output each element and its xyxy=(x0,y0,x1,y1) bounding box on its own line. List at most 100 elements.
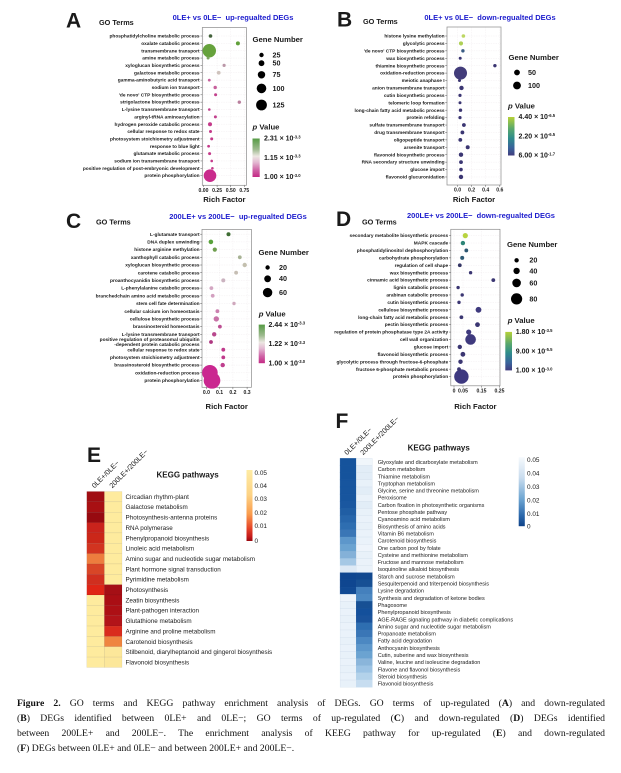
svg-text:Circadian rhythm-plant: Circadian rhythm-plant xyxy=(126,494,190,501)
svg-text:KEGG pathways: KEGG pathways xyxy=(157,471,220,480)
svg-text:0.05: 0.05 xyxy=(527,457,540,464)
svg-text:thiamine biosynthetic process: thiamine biosynthetic process xyxy=(376,63,445,69)
svg-text:-dependent protein catabolic p: -dependent protein catabolic process xyxy=(114,342,200,348)
svg-text:25: 25 xyxy=(273,50,281,59)
svg-text:Isoquinoline alkaloid biosynth: Isoquinoline alkaloid biosynthesis xyxy=(378,567,460,573)
svg-text:Carbon metabolism: Carbon metabolism xyxy=(378,467,426,473)
svg-text:anion transmembrane transport: anion transmembrane transport xyxy=(372,86,445,92)
svg-text:50: 50 xyxy=(273,59,281,68)
svg-text:Rich Factor: Rich Factor xyxy=(454,402,496,411)
svg-text:Pentose phosphate pathway: Pentose phosphate pathway xyxy=(378,510,448,516)
svg-text:Cyanoamino acid metabolism: Cyanoamino acid metabolism xyxy=(378,517,451,523)
svg-text:1.80 × 10-3.5: 1.80 × 10-3.5 xyxy=(516,328,553,336)
svg-text:carbohydrate phosphorylation: carbohydrate phosphorylation xyxy=(379,256,448,262)
svg-text:strigolactone biosynthetic pro: strigolactone biosynthetic process xyxy=(120,100,200,106)
svg-text:0.02: 0.02 xyxy=(255,510,268,517)
svg-text:'de novo' CTP biosynthetic pro: 'de novo' CTP biosynthetic process xyxy=(364,48,445,54)
svg-text:pectin biosynthetic process: pectin biosynthetic process xyxy=(385,322,449,328)
svg-text:0.75: 0.75 xyxy=(239,188,249,194)
svg-text:galactose metabolic process: galactose metabolic process xyxy=(134,70,200,76)
svg-text:sodium ion transmembrane trans: sodium ion transmembrane transport xyxy=(114,159,200,165)
svg-text:Phenylpropanoid biosynthesis: Phenylpropanoid biosynthesis xyxy=(126,535,210,542)
svg-text:Gene Number: Gene Number xyxy=(253,35,303,44)
svg-text:Pyrimidine metabolism: Pyrimidine metabolism xyxy=(126,577,189,584)
svg-text:histone lysine methylation: histone lysine methylation xyxy=(384,34,444,40)
svg-text:Plant hormone signal transduct: Plant hormone signal transduction xyxy=(126,566,222,573)
svg-text:Thiamine metabolism: Thiamine metabolism xyxy=(378,474,431,480)
svg-text:125: 125 xyxy=(273,100,285,109)
svg-text:sodium ion transport: sodium ion transport xyxy=(152,85,200,91)
svg-text:photosystem stoichiometry adju: photosystem stoichiometry adjustment xyxy=(110,137,200,143)
svg-text:p Value: p Value xyxy=(258,310,287,319)
svg-text:Flavone and flavonol biosynthe: Flavone and flavonol biosynthesis xyxy=(378,667,461,673)
svg-text:A: A xyxy=(66,10,81,33)
svg-text:cinnamic acid biosynthetic pro: cinnamic acid biosynthetic process xyxy=(367,278,448,284)
svg-text:regulation of protein phosphat: regulation of protein phosphatase type 2… xyxy=(334,330,448,336)
svg-text:40: 40 xyxy=(279,274,287,283)
svg-text:positive regulation of proteas: positive regulation of proteasomal ubiqu… xyxy=(100,337,200,343)
svg-text:protein refolding: protein refolding xyxy=(406,115,444,121)
svg-text:proanthocyanidin biosynthetic: proanthocyanidin biosynthetic process xyxy=(110,278,200,284)
svg-text:0.50: 0.50 xyxy=(226,188,236,194)
svg-text:p Value: p Value xyxy=(252,123,281,132)
svg-text:Glyoxylate and dicarboxylate m: Glyoxylate and dicarboxylate metabolism xyxy=(378,460,478,466)
svg-text:xyloglucan biosynthetic proces: xyloglucan biosynthetic process xyxy=(125,63,200,69)
svg-text:arsenite transport: arsenite transport xyxy=(404,145,445,151)
svg-text:DNA duplex unwinding: DNA duplex unwinding xyxy=(147,240,199,246)
svg-text:drug transmembrane transport: drug transmembrane transport xyxy=(374,130,445,136)
svg-text:1.00 × 10-3.0: 1.00 × 10-3.0 xyxy=(516,366,553,374)
svg-text:wax biosynthetic process: wax biosynthetic process xyxy=(389,270,449,276)
svg-text:arginyl-tRNA aminoacylation: arginyl-tRNA aminoacylation xyxy=(134,114,199,120)
svg-text:glycolytic process through fru: glycolytic process through fructose-6-ph… xyxy=(337,359,449,365)
svg-text:L-glutamate transport: L-glutamate transport xyxy=(150,232,200,238)
svg-text:hydrogen peroxide catabolic pr: hydrogen peroxide catabolic process xyxy=(115,122,200,128)
svg-text:0.25: 0.25 xyxy=(495,388,505,394)
svg-text:1.00 × 10-3.0: 1.00 × 10-3.0 xyxy=(269,359,306,367)
svg-text:0.6: 0.6 xyxy=(496,188,503,194)
svg-text:0.01: 0.01 xyxy=(255,523,268,530)
svg-text:glucose import: glucose import xyxy=(414,345,449,351)
svg-text:histone arginine methylation: histone arginine methylation xyxy=(134,247,199,253)
svg-text:Cutin, suberine and wax biosyn: Cutin, suberine and wax biosynthesis xyxy=(378,653,469,659)
svg-text:glutamate metabolic process: glutamate metabolic process xyxy=(133,151,199,157)
svg-text:photosystem stoichiometry adju: photosystem stoichiometry adjustment xyxy=(110,355,200,361)
svg-text:Synthesis and degradation of k: Synthesis and degradation of ketone bodi… xyxy=(378,596,485,602)
svg-text:L-phenylalanine catabolic proc: L-phenylalanine catabolic process xyxy=(121,286,200,292)
svg-text:0.3: 0.3 xyxy=(244,390,251,396)
svg-text:cellulose biosynthetic process: cellulose biosynthetic process xyxy=(130,317,200,323)
svg-text:glycolytic process: glycolytic process xyxy=(403,41,445,47)
svg-text:4.40 × 10-6.5: 4.40 × 10-6.5 xyxy=(519,113,556,121)
svg-text:75: 75 xyxy=(273,70,281,79)
svg-text:0.4: 0.4 xyxy=(482,188,489,194)
svg-text:RNA secondary structure unwind: RNA secondary structure unwinding xyxy=(362,160,445,166)
svg-text:0.01: 0.01 xyxy=(527,511,540,518)
svg-text:Biosynthesis of amino acids: Biosynthesis of amino acids xyxy=(378,524,446,530)
svg-text:regulation of cell shape: regulation of cell shape xyxy=(395,263,449,269)
svg-text:1.22 × 10-3.3: 1.22 × 10-3.3 xyxy=(269,340,306,348)
svg-text:cellulose biosynthetic process: cellulose biosynthetic process xyxy=(378,307,448,313)
svg-text:Peroxisome: Peroxisome xyxy=(378,496,407,502)
svg-text:AGE-RAGE signaling pathway in: AGE-RAGE signaling pathway in diabetic c… xyxy=(378,617,514,623)
svg-text:Steroid biosynthesis: Steroid biosynthesis xyxy=(378,675,427,681)
svg-text:branchedchain amino acid metab: branchedchain amino acid metabolic proce… xyxy=(96,293,200,299)
svg-text:2.31 × 10-3.3: 2.31 × 10-3.3 xyxy=(264,135,301,143)
svg-text:xyloglucan biosynthetic proces: xyloglucan biosynthetic process xyxy=(125,263,200,269)
svg-text:0.04: 0.04 xyxy=(527,470,540,477)
svg-text:Vitamin B6 metabolism: Vitamin B6 metabolism xyxy=(378,532,435,538)
svg-text:brassinosteroid homeostasis: brassinosteroid homeostasis xyxy=(133,324,200,330)
svg-text:transmembrane transport: transmembrane transport xyxy=(141,48,200,54)
svg-text:20: 20 xyxy=(529,256,537,265)
svg-text:Phenylpropanoid biosynthesis: Phenylpropanoid biosynthesis xyxy=(378,610,451,616)
svg-text:0.25: 0.25 xyxy=(212,188,222,194)
svg-text:0LE+ vs 0LE− up-regualted DEG: 0LE+ vs 0LE− up-regualted DEGs xyxy=(173,13,294,22)
svg-text:Photosynthesis-antenna protein: Photosynthesis-antenna proteins xyxy=(126,515,218,522)
svg-text:0.05: 0.05 xyxy=(458,388,468,394)
svg-text:100: 100 xyxy=(528,81,540,90)
svg-text:Valine, leucine and isoleucine: Valine, leucine and isoleucine degradati… xyxy=(378,660,481,666)
svg-text:gamma-aminobutyric acid transp: gamma-aminobutyric acid transport xyxy=(118,78,200,84)
svg-text:Amino sugar and nucleotide sug: Amino sugar and nucleotide sugar metabol… xyxy=(378,624,492,630)
svg-text:Gene Number: Gene Number xyxy=(507,240,557,249)
svg-text:Flavonoid biosynthesis: Flavonoid biosynthesis xyxy=(126,660,190,667)
svg-text:wax biosynthetic process: wax biosynthetic process xyxy=(385,56,445,62)
svg-text:Gene Number: Gene Number xyxy=(509,53,559,62)
